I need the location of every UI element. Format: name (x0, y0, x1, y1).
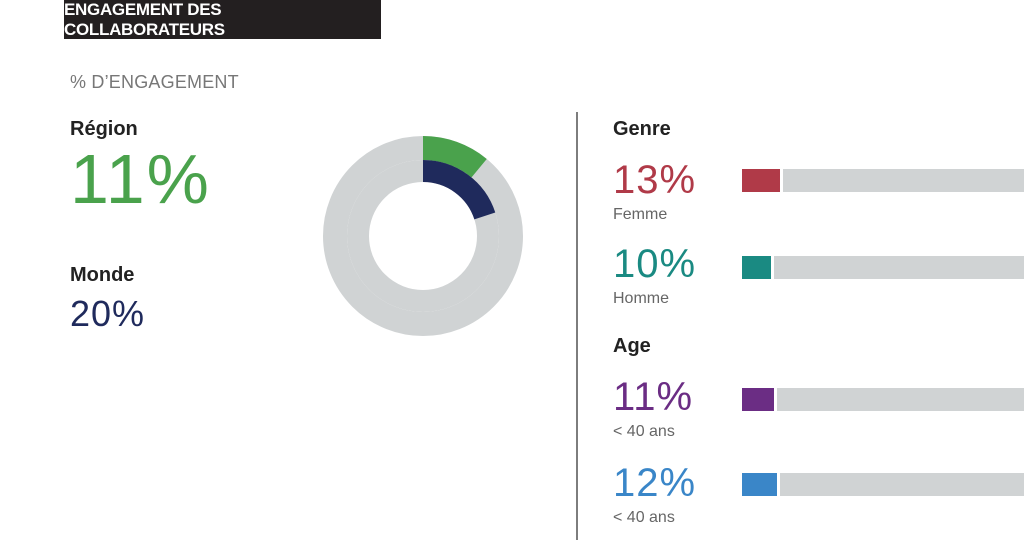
age-group-2-label: < 40 ans (613, 509, 675, 526)
region-ring-segment (422, 136, 487, 178)
vertical-divider (576, 112, 578, 540)
homme-label: Homme (613, 290, 670, 307)
homme-bar-fill (742, 256, 774, 279)
world-value: 20% (70, 293, 146, 334)
world-ring-segment (422, 160, 496, 220)
age-group-2-bar-track (742, 473, 1024, 496)
section-subtitle: % D’ENGAGEMENT (70, 72, 239, 92)
femme-bar-fill (742, 169, 783, 192)
age-group-2-bar-fill (742, 473, 780, 496)
region-value: 11% (70, 140, 211, 218)
age-group-1-label: < 40 ans (613, 423, 675, 440)
report-title: ENGAGEMENT DES COLLABORATEURS (64, 0, 381, 39)
genre-label: Genre (613, 118, 671, 140)
age-group-2-percent: 12% (613, 461, 697, 505)
age-group-1-bar-fill (742, 388, 777, 411)
homme-bar-track (742, 256, 1024, 279)
femme-percent: 13% (613, 158, 697, 202)
femme-label: Femme (613, 206, 668, 223)
age-group-1-percent: 11% (613, 375, 694, 419)
world-label: Monde (70, 264, 135, 286)
engagement-donut-chart (323, 136, 523, 336)
region-label: Région (70, 118, 138, 140)
age-label: Age (613, 335, 651, 357)
homme-percent: 10% (613, 242, 697, 286)
femme-bar-track (742, 169, 1024, 192)
age-group-1-bar-track (742, 388, 1024, 411)
